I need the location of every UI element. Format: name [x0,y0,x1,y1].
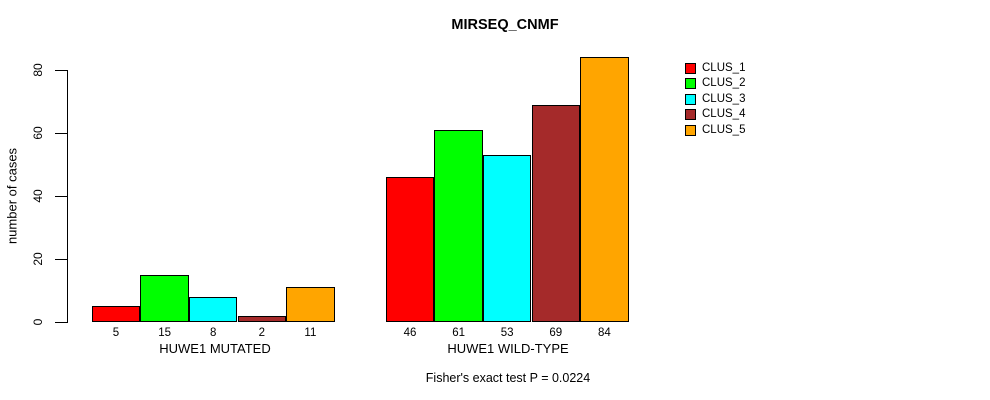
y-axis-line [67,70,68,323]
bar-clus_3-group1 [188,296,238,322]
y-axis-label: number of cases [4,147,20,245]
legend-swatch-clus_4 [685,109,696,121]
bar-clus_4-group1 [237,315,287,322]
bar-clus_1-group1 [91,306,141,323]
legend-label: CLUS_2 [702,77,746,90]
legend-item-clus_3: CLUS_3 [685,92,746,105]
legend-swatch-clus_1 [685,63,696,74]
legend-label: CLUS_1 [702,62,746,74]
bar-value-label: 46 [403,327,417,339]
bar-value-label: 53 [500,327,514,339]
bar-value-label: 5 [112,327,120,339]
bar-value-label: 69 [549,327,563,339]
y-axis-tick [55,132,67,134]
legend-label: CLUS_5 [702,123,746,136]
group-label-huwe1-mutated: HUWE1 MUTATED [159,341,271,356]
legend-item-clus_4: CLUS_4 [685,108,746,121]
bar-clus_2-group1 [140,274,189,323]
y-axis-tick-label: 80 [31,63,45,77]
bar-value-label: 61 [452,327,465,339]
legend-item-clus_2: CLUS_2 [685,77,746,90]
bar-clus_5-group2 [580,57,629,322]
bar-clus_5-group1 [286,287,335,322]
y-axis-tick [55,195,67,197]
y-axis-tick-label: 0 [31,318,45,326]
bar-value-label: 8 [209,327,217,339]
bar-value-label: 84 [597,327,611,339]
legend-label: CLUS_3 [702,92,746,105]
legend-item-clus_1: CLUS_1 [685,62,746,74]
bar-value-label: 11 [304,327,317,339]
bar-clus_2-group2 [434,129,483,322]
y-axis-tick-label: 40 [31,189,45,203]
chart-title: MIRSEQ_CNMF [451,17,559,33]
legend-item-clus_5: CLUS_5 [685,123,746,136]
legend-swatch-clus_3 [685,93,696,105]
y-axis-tick [55,69,67,71]
legend-swatch-clus_5 [685,124,696,136]
legend-label: CLUS_4 [702,108,746,121]
y-axis-tick [55,258,67,260]
legend: CLUS_1 CLUS_2 CLUS_3 CLUS_4 CLUS_5 [685,62,746,140]
bar-clus_4-group2 [531,104,581,322]
y-axis-tick-label: 20 [31,252,45,266]
group-label-huwe1-wild-type: HUWE1 WILD-TYPE [447,341,569,356]
legend-swatch-clus_2 [685,78,696,90]
fisher-exact-test-annotation: Fisher's exact test P = 0.0224 [425,371,591,385]
bar-clus_1-group2 [385,177,435,322]
y-axis-tick-label: 60 [31,126,45,140]
bar-value-label: 15 [158,327,171,339]
bar-clus_3-group2 [482,155,532,322]
bar-value-label: 2 [258,327,265,339]
y-axis-tick [55,321,67,323]
